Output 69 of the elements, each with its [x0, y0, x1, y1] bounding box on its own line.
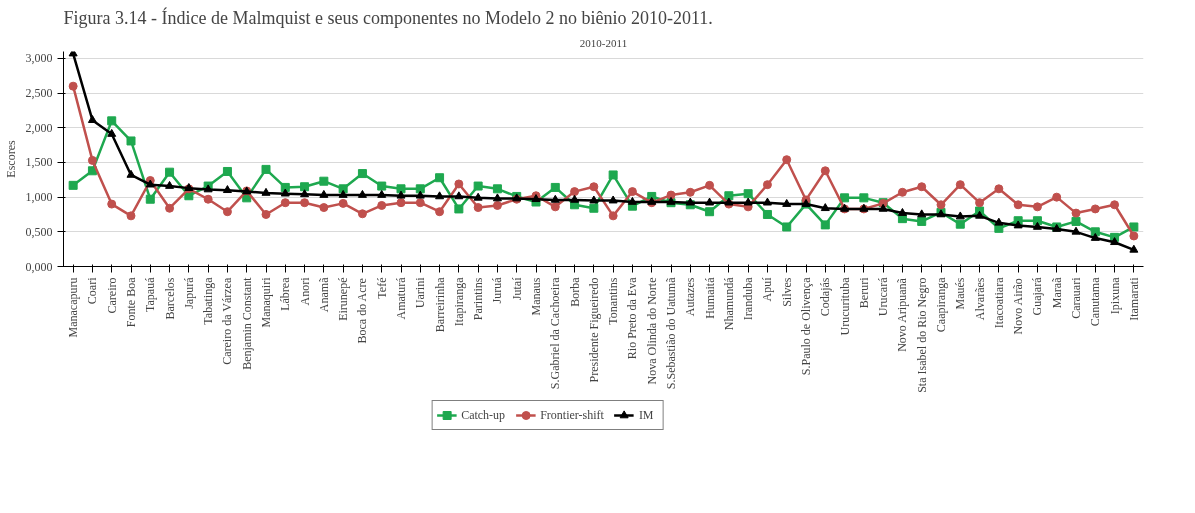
- x-tick-label: Barcelos: [162, 277, 177, 320]
- x-tick-label: Borba: [567, 276, 582, 307]
- x-tick-label: Maués: [953, 277, 968, 310]
- x-tick-label: Anamã: [316, 276, 331, 313]
- x-tick-label: Presidente Figueiredo: [586, 277, 601, 383]
- x-tick-label: Uarini: [413, 276, 428, 309]
- x-tick-label: Silves: [779, 277, 794, 307]
- x-tick-label: Urucurituba: [837, 276, 852, 336]
- chart-subtitle: 2010-2011: [579, 36, 628, 49]
- x-tick-label: Autazes: [683, 277, 698, 317]
- x-tick-label: S.Paulo de Olivença: [799, 276, 813, 376]
- y-tick-label: 1,500: [25, 155, 53, 170]
- x-tick-label: S.Sebastião do Uatumã: [664, 276, 678, 390]
- x-tick-label: Itacoatiara: [991, 276, 1006, 329]
- x-tick-label: Jutaí: [509, 276, 524, 301]
- y-tick-label: 1,000: [25, 190, 53, 205]
- x-tick-label: Tefé: [374, 277, 389, 299]
- x-tick-label: Juruá: [490, 276, 505, 304]
- x-tick-label: Nova Olinda do Norte: [644, 277, 659, 385]
- legend-label: Catch-up: [461, 407, 506, 423]
- x-tick-label: Carauari: [1069, 276, 1083, 319]
- x-tick-label: Barreirinha: [432, 276, 447, 333]
- x-tick-label: Guajará: [1030, 276, 1045, 316]
- x-tick-label: Novo Airão: [1011, 278, 1026, 335]
- x-tick-label: Manaus: [529, 277, 543, 316]
- y-tick-label: 0,500: [25, 224, 53, 239]
- x-tick-label: Ipixuna: [1107, 276, 1122, 315]
- x-tick-label: Sta Isabel do Rio Negro: [914, 277, 929, 393]
- chart-title: Figura 3.14 - Índice de Malmquist e seus componentes no Modelo 2 no biênio 2010-2011.: [63, 6, 713, 28]
- x-tick-label: Nhamundá: [721, 276, 736, 331]
- legend-label: IM: [638, 407, 655, 423]
- x-tick-label: Rio Preto da Eva: [625, 276, 640, 360]
- y-axis-title: Escores: [3, 140, 18, 178]
- x-tick-label: Apuí: [760, 276, 775, 302]
- x-tick-label: Coari: [85, 276, 100, 305]
- x-tick-label: Amaturá: [394, 276, 408, 320]
- x-tick-label: Humaitá: [702, 276, 717, 319]
- x-tick-label: Lábrea: [278, 276, 293, 311]
- y-tick-label: 2,000: [25, 120, 53, 135]
- x-tick-label: Caapiranga: [934, 276, 948, 333]
- x-tick-label: Parintins: [471, 277, 486, 321]
- x-tick-label: S.Gabriel da Cachoeira: [548, 276, 563, 390]
- x-tick-label: Tapauá: [143, 276, 158, 312]
- x-tick-label: Careiro da Várzea: [220, 277, 235, 365]
- x-tick-label: Eirunepé: [336, 277, 351, 321]
- x-tick-label: Anori: [297, 276, 312, 306]
- x-tick-label: Maraã: [1049, 276, 1064, 309]
- x-tick-label: Novo Aripuanã: [895, 277, 910, 352]
- x-tick-label: Beruri: [856, 276, 871, 309]
- y-tick-label: 3,000: [25, 51, 53, 66]
- x-tick-label: Japurá: [181, 276, 196, 309]
- x-tick-label: Manaquiri: [259, 276, 273, 328]
- x-tick-label: Tabatinga: [201, 276, 216, 325]
- y-tick-label: 2,500: [25, 86, 53, 101]
- x-tick-label: Benjamin Constant: [239, 276, 254, 370]
- x-tick-label: Alvarães: [972, 277, 987, 321]
- x-tick-label: Tonantins: [606, 277, 621, 325]
- y-tick-label: 0,000: [25, 259, 53, 274]
- x-tick-label: Urucará: [876, 276, 891, 317]
- x-tick-label: Itapiranga: [451, 276, 466, 327]
- x-tick-label: Iranduba: [741, 276, 756, 321]
- x-tick-label: Boca do Acre: [355, 278, 370, 344]
- x-tick-label: Codajás: [818, 277, 833, 317]
- legend-label: Frontier-shift: [540, 407, 604, 423]
- x-tick-label: Fonte Boa: [124, 276, 138, 328]
- x-tick-label: Itamarati: [1126, 276, 1141, 321]
- x-tick-label: Manacapuru: [66, 277, 81, 338]
- x-tick-label: Canutama: [1088, 276, 1103, 327]
- x-tick-label: Careiro: [104, 277, 119, 314]
